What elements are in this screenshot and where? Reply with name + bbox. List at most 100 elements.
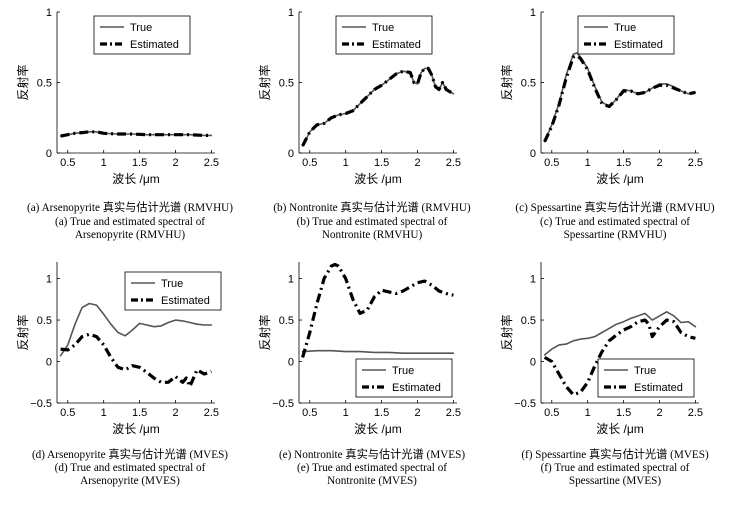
x-axis-label: 波长 /μm — [596, 422, 644, 436]
x-tick-label: 0.5 — [544, 407, 559, 419]
legend-label-estimated: Estimated — [634, 382, 683, 394]
series-line-true — [301, 67, 455, 147]
caption-cn-b: (b) Nontronite 真实与估计光谱 (RMVHU) — [273, 202, 471, 214]
caption-en2-e: Nontronite (MVES) — [327, 475, 417, 487]
legend-label-true: True — [161, 278, 183, 290]
x-tick-label: 1.5 — [374, 157, 389, 169]
x-tick-label: 0.5 — [60, 157, 75, 169]
y-tick-label: 0.5 — [279, 315, 294, 327]
y-tick-label: 1 — [288, 7, 294, 19]
x-axis-label: 波长 /μm — [596, 172, 644, 186]
x-tick-label: 1.5 — [132, 157, 147, 169]
series-line-true — [59, 302, 213, 357]
x-tick-label: 0.5 — [544, 157, 559, 169]
y-tick-label: −0.5 — [514, 398, 536, 410]
x-tick-label: 1 — [343, 407, 349, 419]
x-tick-label: 1.5 — [616, 407, 631, 419]
x-tick-label: 2 — [172, 407, 178, 419]
legend-label-estimated: Estimated — [130, 39, 179, 51]
legend-label-true: True — [392, 365, 414, 377]
legend-label-true: True — [634, 365, 656, 377]
x-tick-label: 2.5 — [688, 407, 703, 419]
y-tick-label: 0.5 — [521, 78, 536, 90]
caption-en2-c: Spessartine (RMVHU) — [563, 229, 667, 241]
y-axis-label: 反射率 — [257, 64, 272, 100]
x-axis-label: 波长 /μm — [354, 422, 402, 436]
series-line-true — [301, 349, 455, 355]
legend-box — [124, 271, 222, 311]
series-line-true — [543, 310, 697, 356]
series-line-estimated — [301, 262, 454, 358]
caption-en2-a: Arsenopyrite (RMVHU) — [74, 229, 186, 241]
x-tick-label: 2.5 — [688, 157, 703, 169]
x-tick-label: 0.5 — [60, 407, 75, 419]
legend-label-estimated: Estimated — [392, 382, 441, 394]
legend-box — [93, 15, 191, 55]
x-tick-label: 2 — [414, 157, 420, 169]
caption-en1-a: (a) True and estimated spectral of — [54, 216, 206, 228]
legend-box — [335, 15, 433, 55]
y-tick-label: 0 — [530, 357, 536, 369]
y-tick-label: 0.5 — [521, 315, 536, 327]
caption-en1-e: (e) True and estimated spectral of — [296, 462, 448, 474]
x-axis-label: 波长 /μm — [112, 422, 160, 436]
legend-box — [597, 358, 695, 398]
series-line-estimated — [60, 332, 212, 388]
x-tick-label: 1 — [343, 157, 349, 169]
y-tick-label: 1 — [46, 274, 52, 286]
x-tick-label: 2.5 — [446, 157, 461, 169]
x-tick-label: 1 — [101, 407, 107, 419]
y-tick-label: 0 — [288, 357, 294, 369]
y-tick-label: 1 — [288, 274, 294, 286]
chart-panel-a: 0.5 1 1.5 2 2.5 0 0.5 1 波长 /μm 反射率 True Estimated — [15, 7, 219, 186]
legend-box — [355, 358, 453, 398]
x-tick-label: 0.5 — [302, 157, 317, 169]
legend-label-estimated: Estimated — [372, 39, 421, 51]
series-line-true — [543, 52, 697, 143]
caption-en2-b: Nontronite (RMVHU) — [321, 229, 423, 241]
x-tick-label: 2 — [656, 157, 662, 169]
chart-panel-b: 0.5 1 1.5 2 2.5 0 0.5 1 波长 /μm 反射率 True Estimated — [257, 7, 461, 186]
x-tick-label: 0.5 — [302, 407, 317, 419]
x-axis-label: 波长 /μm — [354, 172, 402, 186]
caption-cn-c: (c) Spessartine 真实与估计光谱 (RMVHU) — [515, 202, 715, 214]
y-axis-label: 反射率 — [499, 64, 514, 100]
y-tick-label: 0.5 — [37, 315, 52, 327]
caption-en1-f: (f) True and estimated spectral of — [540, 462, 690, 474]
x-tick-label: 1 — [101, 157, 107, 169]
y-tick-label: 0 — [46, 357, 52, 369]
caption-cn-e: (e) Nontronite 真实与估计光谱 (MVES) — [278, 449, 466, 461]
caption-cn-f: (f) Spessartine 真实与估计光谱 (MVES) — [521, 449, 709, 461]
y-axis-label: 反射率 — [499, 314, 514, 350]
y-tick-label: 1 — [530, 274, 536, 286]
legend-label-true: True — [614, 22, 636, 34]
y-tick-label: 0 — [530, 148, 536, 160]
series-line-estimated — [543, 318, 696, 397]
chart-panel-f: 0.5 1 1.5 2 2.5 −0.5 0 0.5 1 波长 /μm 反射率 True Estimat… — [499, 262, 703, 436]
legend-label-estimated: Estimated — [614, 39, 663, 51]
x-tick-label: 2.5 — [204, 407, 219, 419]
x-tick-label: 1.5 — [132, 407, 147, 419]
y-tick-label: 1 — [530, 7, 536, 19]
x-tick-label: 2.5 — [446, 407, 461, 419]
legend-label-true: True — [372, 22, 394, 34]
caption-cn-d: (d) Arsenopyrite 真实与估计光谱 (MVES) — [31, 449, 229, 461]
y-tick-label: −0.5 — [30, 398, 52, 410]
chart-panel-e: 0.5 1 1.5 2 2.5 −0.5 0 0.5 1 波长 /μm 反射率 True Estimat… — [257, 262, 461, 436]
y-axis-label: 反射率 — [15, 64, 30, 100]
y-tick-label: 0 — [288, 148, 294, 160]
x-tick-label: 1.5 — [374, 407, 389, 419]
y-tick-label: 0.5 — [37, 78, 52, 90]
y-tick-label: 0.5 — [279, 78, 294, 90]
legend-box — [577, 15, 675, 55]
chart-panel-c: 0.5 1 1.5 2 2.5 0 0.5 1 波长 /μm 反射率 True Estimated — [499, 7, 703, 186]
chart-panel-d: 0.5 1 1.5 2 2.5 −0.5 0 0.5 1 波长 /μm 反射率 True Estimat… — [15, 262, 222, 436]
caption-en1-d: (d) True and estimated spectral of — [54, 462, 206, 474]
y-tick-label: −0.5 — [272, 398, 294, 410]
caption-cn-a: (a) Arsenopyrite 真实与估计光谱 (RMVHU) — [26, 202, 233, 214]
x-tick-label: 1 — [585, 407, 591, 419]
y-axis-label: 反射率 — [15, 314, 30, 350]
caption-en1-b: (b) True and estimated spectral of — [296, 216, 448, 228]
